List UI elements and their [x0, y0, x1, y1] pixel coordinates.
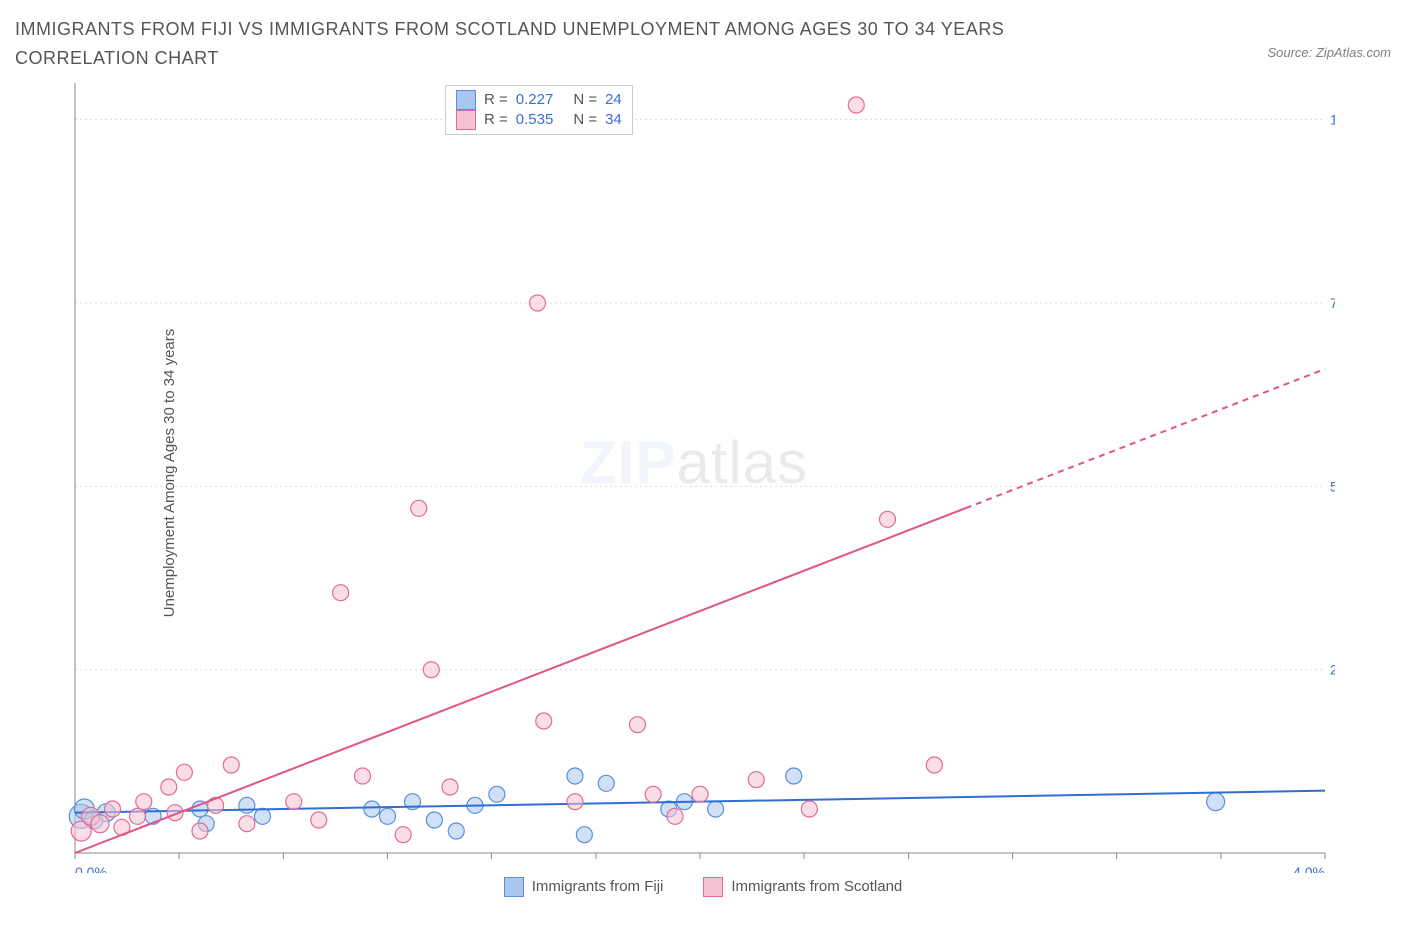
- svg-text:50.0%: 50.0%: [1330, 478, 1335, 494]
- stats-legend-row: R = 0.227 N = 24: [456, 90, 622, 110]
- legend-swatch: [504, 877, 524, 897]
- chart-container: Unemployment Among Ages 30 to 34 years 2…: [15, 73, 1391, 873]
- stat-n-value: 24: [605, 91, 622, 108]
- stats-legend: R = 0.227 N = 24 R = 0.535 N = 34: [445, 85, 633, 135]
- y-axis-label: Unemployment Among Ages 30 to 34 years: [161, 328, 178, 617]
- stat-n-label: N =: [573, 111, 597, 128]
- source-label: Source: ZipAtlas.com: [1267, 45, 1391, 60]
- scatter-chart: 25.0% 50.0% 75.0% 100.0% 0.0% 4.0%: [15, 73, 1335, 873]
- header: IMMIGRANTS FROM FIJI VS IMMIGRANTS FROM …: [15, 15, 1391, 73]
- stat-r-value: 0.227: [516, 91, 554, 108]
- stat-r-label: R =: [484, 91, 508, 108]
- svg-text:100.0%: 100.0%: [1330, 111, 1335, 127]
- legend-label: Immigrants from Fiji: [532, 878, 664, 895]
- legend-item: Immigrants from Scotland: [703, 877, 902, 897]
- stat-r-label: R =: [484, 111, 508, 128]
- legend-swatch: [456, 110, 476, 130]
- legend-swatch: [456, 90, 476, 110]
- stats-legend-row: R = 0.535 N = 34: [456, 110, 622, 130]
- legend-label: Immigrants from Scotland: [731, 878, 902, 895]
- legend-swatch: [703, 877, 723, 897]
- stat-n-label: N =: [573, 91, 597, 108]
- chart-title: IMMIGRANTS FROM FIJI VS IMMIGRANTS FROM …: [15, 15, 1115, 73]
- svg-text:75.0%: 75.0%: [1330, 295, 1335, 311]
- legend-item: Immigrants from Fiji: [504, 877, 664, 897]
- series-legend: Immigrants from Fiji Immigrants from Scot…: [15, 877, 1391, 897]
- svg-text:4.0%: 4.0%: [1293, 864, 1325, 873]
- stat-r-value: 0.535: [516, 111, 554, 128]
- svg-text:25.0%: 25.0%: [1330, 661, 1335, 677]
- stat-n-value: 34: [605, 111, 622, 128]
- svg-text:0.0%: 0.0%: [75, 864, 107, 873]
